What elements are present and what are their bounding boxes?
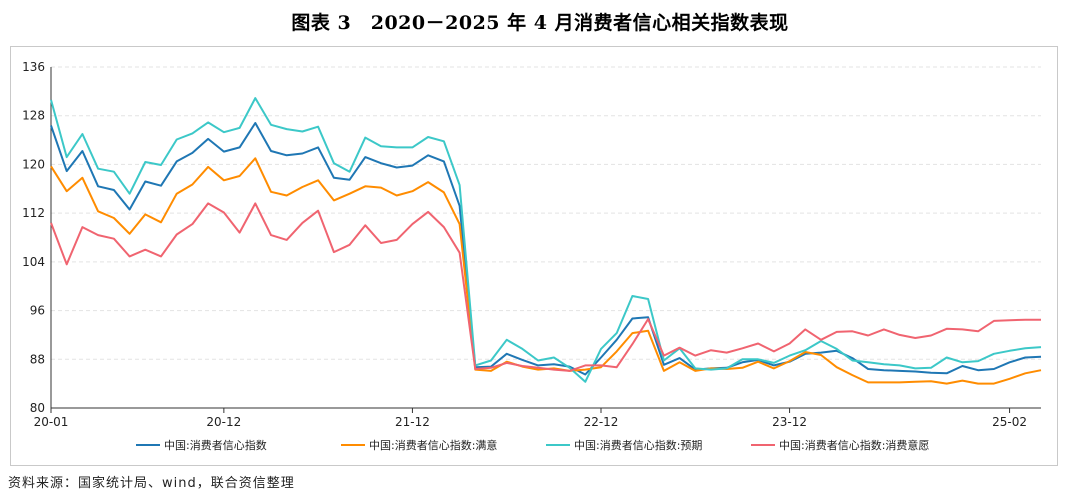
y-tick-label: 88 <box>30 352 45 366</box>
y-tick-label: 104 <box>22 255 45 269</box>
y-tick-label: 128 <box>22 109 45 123</box>
x-tick-label: 22-12 <box>584 415 619 429</box>
x-tick-label: 25-02 <box>992 415 1027 429</box>
chart-title: 图表 3 2020－2025 年 4 月消费者信心相关指数表现 <box>291 12 789 34</box>
y-tick-label: 136 <box>22 60 45 74</box>
y-tick-label: 80 <box>30 401 45 415</box>
line-chart: 80 88 96 104 112 120 128 136 20-01 20-12 21-12 22-… <box>22 60 1042 452</box>
y-tick-label: 112 <box>22 206 45 220</box>
y-tick-label: 120 <box>22 157 45 171</box>
x-tick-label: 23-12 <box>772 415 807 429</box>
series-line-1 <box>50 122 1042 376</box>
series-line-4 <box>50 202 1041 372</box>
legend-item-3: 中国:消费者信心指数:预期 <box>546 438 702 452</box>
legend-item-4: 中国:消费者信心指数:消费意愿 <box>751 438 929 452</box>
legend-label: 中国:消费者信心指数 <box>164 438 267 452</box>
source-note: 资料来源：国家统计局、wind，联合资信整理 <box>8 476 295 491</box>
chart-frame: 80 88 96 104 112 120 128 136 20-01 20-12 21-12 22-… <box>10 46 1058 466</box>
legend-label: 中国:消费者信心指数:满意 <box>369 438 497 452</box>
legend-item-1: 中国:消费者信心指数 <box>136 438 267 452</box>
legend: 中国:消费者信心指数 中国:消费者信心指数:满意 中国:消费者信心指数:预期 中国:消… <box>136 438 929 452</box>
x-axis: 20-01 20-12 21-12 22-12 23-12 25-02 <box>34 407 1041 429</box>
series-line-3 <box>50 97 1042 383</box>
y-tick-label: 96 <box>30 304 45 318</box>
series-lines <box>50 97 1042 385</box>
x-tick-label: 20-12 <box>206 415 241 429</box>
x-tick-label: 20-01 <box>34 415 69 429</box>
gridlines <box>51 66 1041 360</box>
x-tick-label: 21-12 <box>395 415 430 429</box>
legend-item-2: 中国:消费者信心指数:满意 <box>341 438 497 452</box>
legend-label: 中国:消费者信心指数:消费意愿 <box>779 438 929 452</box>
y-axis: 80 88 96 104 112 120 128 136 <box>22 60 52 415</box>
series-line-2 <box>50 157 1042 385</box>
legend-label: 中国:消费者信心指数:预期 <box>574 438 702 452</box>
